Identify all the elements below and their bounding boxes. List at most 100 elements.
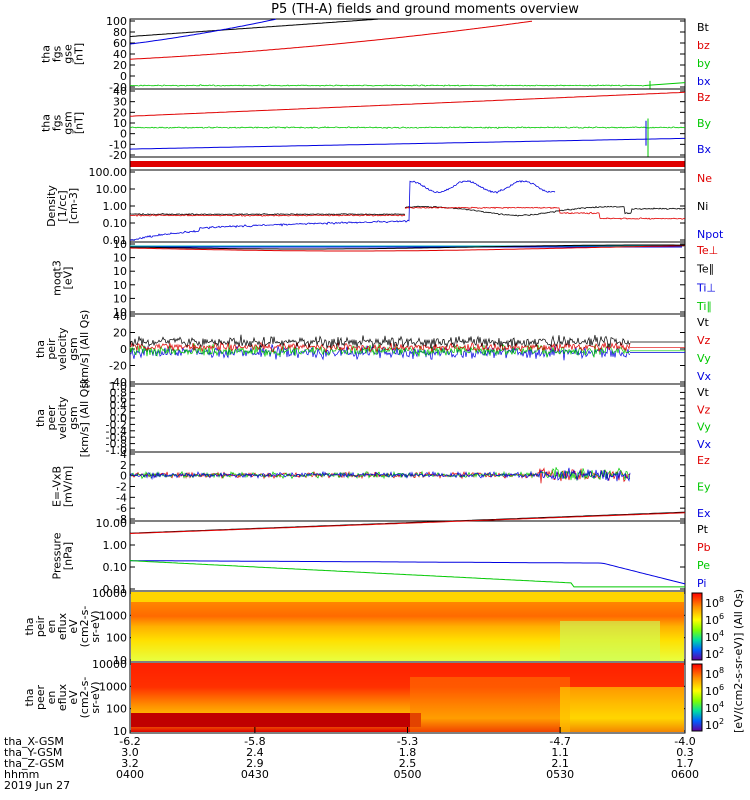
colorbar-label: [eV/(cm2-s-sr-eV)] (All Qs)	[732, 589, 745, 733]
y-tick-label: 100	[106, 703, 127, 716]
panels: 100806040200-20thafgsgse[nT]Btbzbybx4030…	[23, 15, 724, 738]
x-row-value: 2.1	[551, 757, 569, 770]
y-tick-label: -2	[116, 481, 127, 494]
y-tick-label: -10	[109, 138, 127, 151]
y-axis-label: gse	[62, 44, 75, 64]
colorbars: 10 810 610 410 210 810 610 410 2 [eV/(cm2-s-sr-eV…	[691, 589, 745, 733]
status-bar	[130, 161, 685, 167]
y-tick-label: 10	[113, 279, 127, 292]
panel-frame	[129, 241, 686, 315]
y-tick-label: 40	[113, 85, 127, 98]
y-axis-label: sr-eV)	[89, 610, 102, 642]
y-tick-label: -20	[109, 149, 127, 162]
y-axis-label: (cm2-s-	[78, 677, 91, 719]
y-tick-label: 0.10	[103, 561, 128, 574]
panel-frame	[129, 451, 686, 522]
x-row-value: -5.3	[397, 735, 418, 748]
y-axis-label: [mV/m]	[62, 466, 75, 507]
y-axis-label: tha	[23, 617, 36, 635]
y-tick-label: 100	[106, 632, 127, 645]
series-Te-para	[129, 244, 685, 250]
legend-item: Vt	[697, 316, 710, 329]
legend-item: Pe	[697, 559, 710, 572]
x-row-value: 0500	[394, 768, 422, 781]
y-tick-label: 10	[113, 725, 127, 738]
series-Ne	[129, 213, 406, 217]
colorbar	[691, 592, 703, 661]
y-axis-label: eflux	[56, 612, 69, 640]
panel-3: 100.00 10.00 1.00 0.10 0.01 Density[1/cc][cm-…	[45, 166, 724, 247]
colorbar-tick: 10	[705, 668, 719, 681]
x-row-value: 3.2	[121, 757, 139, 770]
y-axis-label: fgs	[51, 114, 64, 131]
y-tick-label: -4	[116, 491, 127, 504]
legend-item: Vx	[697, 370, 712, 383]
y-tick-label: 10.00	[96, 517, 128, 530]
y-axis-label: E=-VxB	[51, 466, 64, 507]
legend-item: bx	[697, 75, 711, 88]
y-tick-label: 1.0	[110, 380, 128, 393]
figure-title: P5 (TH-A) fields and ground moments over…	[271, 2, 579, 17]
colorbar-exp: 8	[719, 666, 724, 675]
y-tick-label: -40	[109, 376, 127, 389]
y-axis-label: [km/s] (All Qs)	[78, 379, 91, 458]
legend-item: Npot	[697, 228, 724, 241]
y-axis-label: fgs	[51, 45, 64, 62]
colorbar-exp: 6	[719, 612, 724, 621]
colorbar-exp: 2	[719, 717, 724, 726]
series-Bz	[129, 91, 686, 117]
y-tick-label: -1.0	[106, 444, 127, 457]
y-axis-label: tha	[40, 45, 53, 63]
y-tick-label: 1.00	[103, 200, 128, 213]
colorbar-exp: 4	[719, 629, 724, 638]
y-axis-label: [eV]	[62, 267, 75, 290]
series-E	[129, 467, 631, 481]
y-axis-label: tha	[40, 114, 53, 132]
colorbar-exp: 2	[719, 646, 724, 655]
x-row-value: 1.1	[551, 746, 569, 759]
y-axis-label: [nPa]	[62, 542, 75, 570]
y-axis-label: tha	[34, 340, 47, 358]
y-axis-label: peir	[45, 338, 58, 360]
y-tick-label: 1000	[99, 609, 127, 622]
y-axis-label: gsm	[67, 337, 80, 360]
colorbar-exp: 6	[719, 683, 724, 692]
series-Pi	[129, 560, 686, 585]
y-tick-label: -0.2	[106, 418, 127, 431]
y-axis-label: peer	[34, 685, 47, 711]
spec-patch	[560, 687, 684, 732]
panel-frame	[129, 383, 686, 453]
date-label: 2019 Jun 27	[4, 779, 70, 792]
y-tick-label: 0	[120, 343, 127, 356]
x-row-value: 3.0	[121, 746, 139, 759]
y-tick-label: 0.01	[103, 234, 128, 247]
y-tick-label: 10	[113, 117, 127, 130]
y-axis-label: gsm	[67, 406, 80, 429]
spec-band	[131, 713, 421, 727]
y-axis-label: peer	[45, 405, 58, 431]
series-Pb	[129, 512, 686, 534]
panel-9: 10000 1000 100 10 thapeirenefluxeV(cm2-s-sr-…	[23, 587, 686, 667]
legend-item: by	[697, 57, 711, 70]
y-tick-label: 0.4	[110, 399, 128, 412]
x-row-value: 1.8	[399, 746, 417, 759]
y-tick-label: 0.0	[110, 412, 128, 425]
legend-item: Bt	[697, 21, 710, 34]
y-tick-label: 0.01	[103, 583, 128, 596]
colorbar-tick: 10	[705, 719, 719, 732]
y-axis-label: en	[45, 620, 58, 634]
x-row-value: 0400	[116, 768, 144, 781]
y-axis-label: Pressure	[51, 532, 64, 579]
legend-item: bz	[697, 39, 710, 52]
y-axis-label: moqt3	[51, 260, 64, 296]
colorbar-tick: 10	[705, 614, 719, 627]
legend-item: Ex	[697, 507, 711, 520]
series-Bt	[129, 18, 379, 37]
legend-item: Bz	[697, 91, 711, 104]
y-tick-label: 10	[113, 238, 127, 251]
legend-item: Pt	[697, 523, 709, 536]
y-tick-label: 40	[113, 310, 127, 323]
